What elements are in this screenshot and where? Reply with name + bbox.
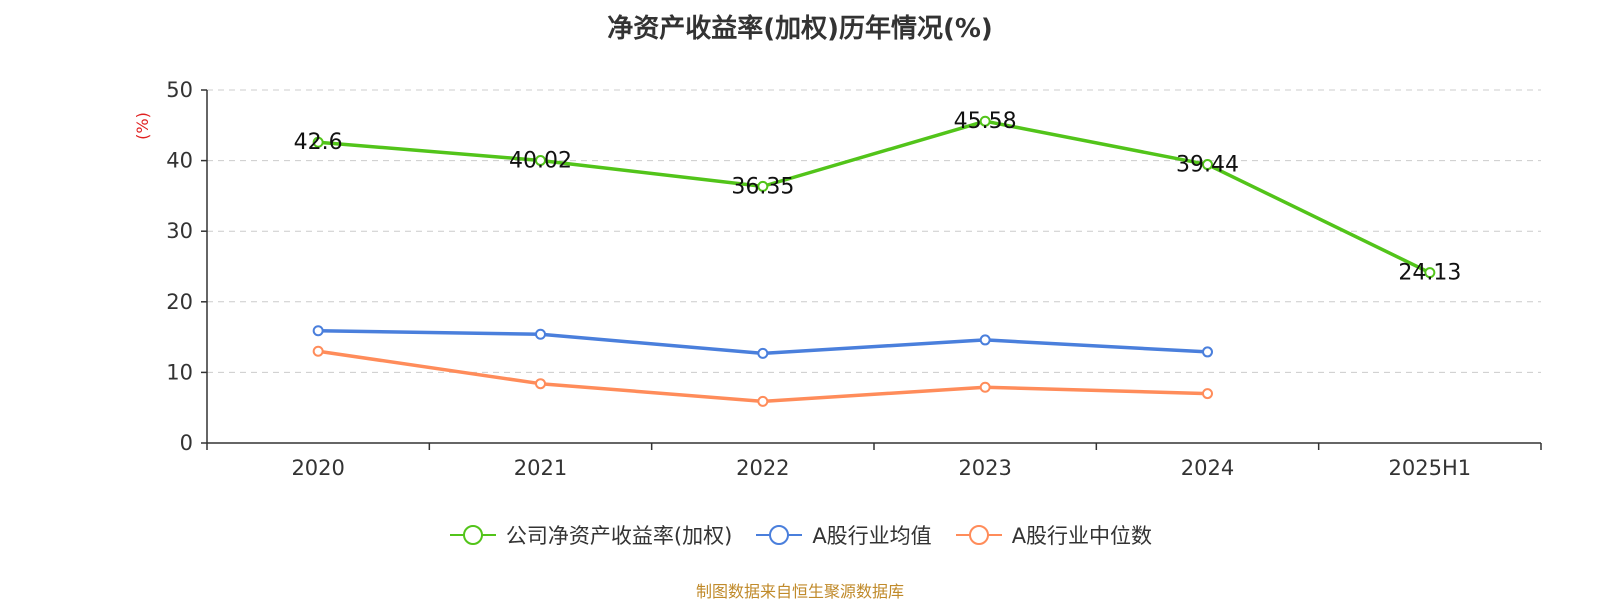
- legend-marker: [968, 525, 989, 545]
- y-tick-label: 20: [166, 290, 193, 314]
- data-label: 36.35: [731, 174, 794, 199]
- legend-label: 公司净资产收益率(加权): [505, 524, 733, 548]
- data-point-0: [979, 115, 991, 127]
- legend-label: A股行业中位数: [1011, 524, 1153, 548]
- data-point-2: [535, 378, 546, 390]
- data-point-1: [757, 347, 769, 359]
- legend: 公司净资产收益率(加权) A股行业均值 A股行业中位数: [0, 520, 1600, 550]
- data-point-1: [979, 334, 991, 346]
- data-label: 39.44: [1176, 153, 1239, 178]
- data-point-0: [1424, 267, 1436, 279]
- series-line-0: [318, 119, 1431, 275]
- legend-marker: [769, 525, 790, 545]
- y-tick-label: 50: [166, 78, 193, 102]
- data-label: 24.13: [1398, 261, 1461, 286]
- x-tick-label: 2023: [958, 456, 1011, 480]
- y-tick-label: 10: [166, 360, 193, 384]
- legend-item: A股行业均值: [754, 520, 932, 550]
- data-label: 45.58: [954, 109, 1017, 134]
- legend-marker: [462, 525, 483, 545]
- y-tick-label: 30: [166, 219, 193, 243]
- y-tick-label: 40: [166, 149, 193, 173]
- data-point-0: [1202, 159, 1213, 171]
- legend-label: A股行业均值: [812, 524, 932, 548]
- x-tick-label: 2024: [1181, 456, 1234, 480]
- data-point-2: [757, 395, 769, 407]
- x-tick-label: 2020: [291, 456, 344, 480]
- data-point-2: [312, 345, 324, 357]
- data-point-2: [1202, 388, 1213, 400]
- data-point-0: [757, 180, 769, 192]
- data-point-1: [1202, 346, 1213, 358]
- x-tick-label: 2022: [736, 456, 789, 480]
- legend-item: A股行业中位数: [954, 520, 1152, 550]
- legend-swatch-icon: [756, 525, 803, 545]
- chart-title: 净资产收益率(加权)历年情况(%): [607, 14, 993, 44]
- x-tick-label: 2025H1: [1389, 456, 1472, 480]
- source-note: 制图数据来自恒生聚源数据库: [695, 582, 904, 601]
- y-tick-label: 0: [180, 431, 193, 455]
- x-tick-label: 2021: [514, 456, 567, 480]
- data-point-0: [312, 136, 324, 148]
- data-label: 40.02: [509, 148, 572, 173]
- data-label: 42.6: [294, 130, 343, 155]
- data-point-2: [979, 381, 991, 393]
- data-point-1: [312, 325, 324, 337]
- legend-swatch-icon: [955, 525, 1002, 545]
- data-point-0: [535, 154, 546, 166]
- legend-item: 公司净资产收益率(加权): [448, 520, 732, 550]
- data-point-1: [535, 328, 546, 340]
- legend-swatch-icon: [449, 525, 496, 545]
- y-axis-label: (%): [133, 112, 152, 140]
